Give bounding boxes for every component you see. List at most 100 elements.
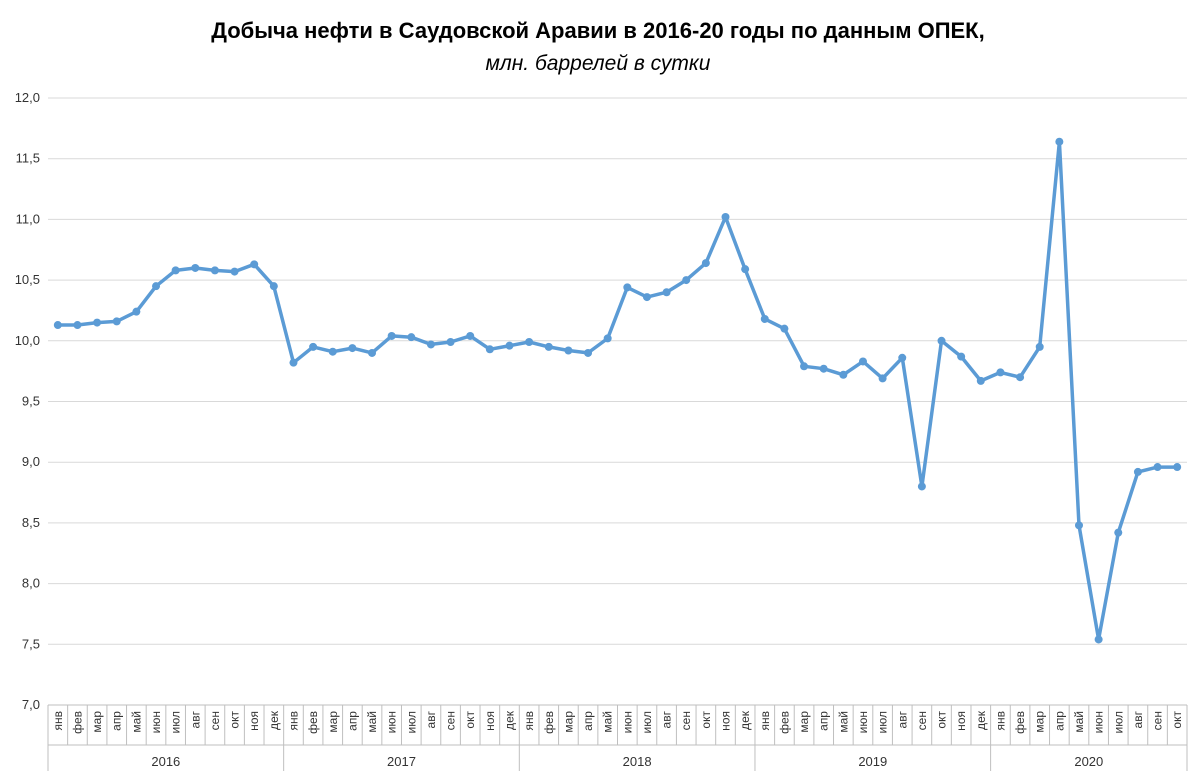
x-tick-label: мар (1033, 711, 1047, 733)
x-tick-label: май (1072, 711, 1086, 733)
data-point (112, 317, 121, 326)
x-tick-label: апр (581, 711, 595, 731)
x-tick-label: сен (208, 711, 222, 730)
y-tick-label: 8,5 (22, 515, 40, 530)
year-label: 2019 (858, 754, 887, 769)
x-tick-label: фев (306, 711, 320, 734)
data-point (839, 370, 848, 379)
x-tick-label: июн (856, 711, 870, 733)
x-axis: янв фев мар апр май июн июл авг сен окт ноя дек янв ф… (47, 705, 1188, 771)
y-tick-label: 7,0 (22, 697, 40, 712)
x-tick-label: окт (463, 711, 477, 729)
data-point (1153, 463, 1162, 472)
data-point (976, 376, 985, 385)
data-point (800, 362, 809, 371)
data-point (780, 324, 789, 333)
data-point (819, 364, 828, 373)
x-tick-label: дек (267, 710, 281, 730)
data-point (1035, 342, 1044, 351)
x-tick-label: янв (51, 711, 65, 731)
x-tick-label: фев (1013, 711, 1027, 734)
x-tick-label: ноя (954, 711, 968, 731)
x-tick-label: ноя (719, 711, 733, 731)
x-tick-label: май (601, 711, 615, 733)
data-point (1133, 467, 1142, 476)
data-point (289, 358, 298, 367)
x-tick-label: июн (1092, 711, 1106, 733)
x-tick-label: янв (522, 711, 536, 731)
data-point (171, 266, 180, 275)
series-line (56, 139, 1179, 642)
data-point (348, 344, 357, 353)
data-point (53, 321, 62, 330)
year-label: 2017 (387, 754, 416, 769)
x-tick-label: ноя (483, 711, 497, 731)
y-tick-label: 9,0 (22, 454, 40, 469)
y-tick-label: 11,0 (16, 211, 40, 226)
x-tick-label: сен (915, 711, 929, 730)
x-tick-label: авг (1131, 710, 1145, 728)
data-point (93, 318, 102, 327)
data-point (584, 348, 593, 357)
x-tick-label: авг (660, 710, 674, 728)
data-point (269, 282, 278, 291)
data-point (250, 260, 259, 269)
y-tick-label: 9,5 (22, 394, 40, 409)
x-tick-label: май (365, 711, 379, 733)
data-point (662, 288, 671, 297)
data-point (1016, 373, 1025, 382)
year-label: 2020 (1074, 754, 1103, 769)
x-tick-label: дек (502, 710, 516, 730)
data-point (1114, 528, 1123, 537)
data-point (858, 357, 867, 366)
x-tick-label: июн (620, 711, 634, 733)
data-point (898, 353, 907, 362)
x-tick-label: июл (876, 711, 890, 733)
data-point (230, 267, 239, 276)
y-tick-label: 10,0 (15, 333, 40, 348)
x-tick-label: фев (542, 711, 556, 734)
x-tick-label: окт (935, 711, 949, 729)
x-tick-label: май (129, 711, 143, 733)
data-point (525, 338, 534, 347)
data-point (505, 341, 514, 350)
y-tick-label: 7,5 (22, 636, 40, 651)
data-point (701, 259, 710, 268)
data-point (328, 347, 337, 356)
chart-title: Добыча нефти в Саудовской Аравии в 2016-… (211, 18, 984, 43)
y-tick-label: 11,5 (16, 151, 40, 166)
x-tick-label: апр (345, 711, 359, 731)
data-point (996, 368, 1005, 377)
x-tick-label: авг (895, 710, 909, 728)
y-axis-ticks: 7,0 7,5 8,0 8,5 9,0 9,5 10,0 10,5 11,0 11,5 12,0 (15, 90, 40, 712)
data-point (741, 265, 750, 274)
series-oil-production (53, 137, 1182, 644)
data-point (387, 331, 396, 340)
x-tick-label: июн (149, 711, 163, 733)
year-label: 2018 (623, 754, 652, 769)
x-tick-label: сен (679, 711, 693, 730)
data-point (544, 342, 553, 351)
x-tick-label: фев (777, 711, 791, 734)
data-point (642, 293, 651, 302)
x-tick-label: окт (1170, 711, 1184, 729)
x-tick-label: мар (561, 711, 575, 733)
x-tick-label: июл (169, 711, 183, 733)
x-tick-label: апр (110, 711, 124, 731)
data-point (1173, 463, 1182, 472)
x-tick-label: мар (797, 711, 811, 733)
data-point (309, 342, 318, 351)
x-tick-label: янв (758, 711, 772, 731)
data-point (603, 334, 612, 343)
x-tick-label: мар (90, 711, 104, 733)
data-point (446, 338, 455, 347)
data-point (466, 331, 475, 340)
x-tick-label: сен (1151, 711, 1165, 730)
data-point (1074, 521, 1083, 530)
data-point (1055, 137, 1064, 146)
x-tick-label: янв (286, 711, 300, 731)
data-point (760, 314, 769, 323)
data-point (937, 336, 946, 345)
x-tick-label: янв (993, 711, 1007, 731)
